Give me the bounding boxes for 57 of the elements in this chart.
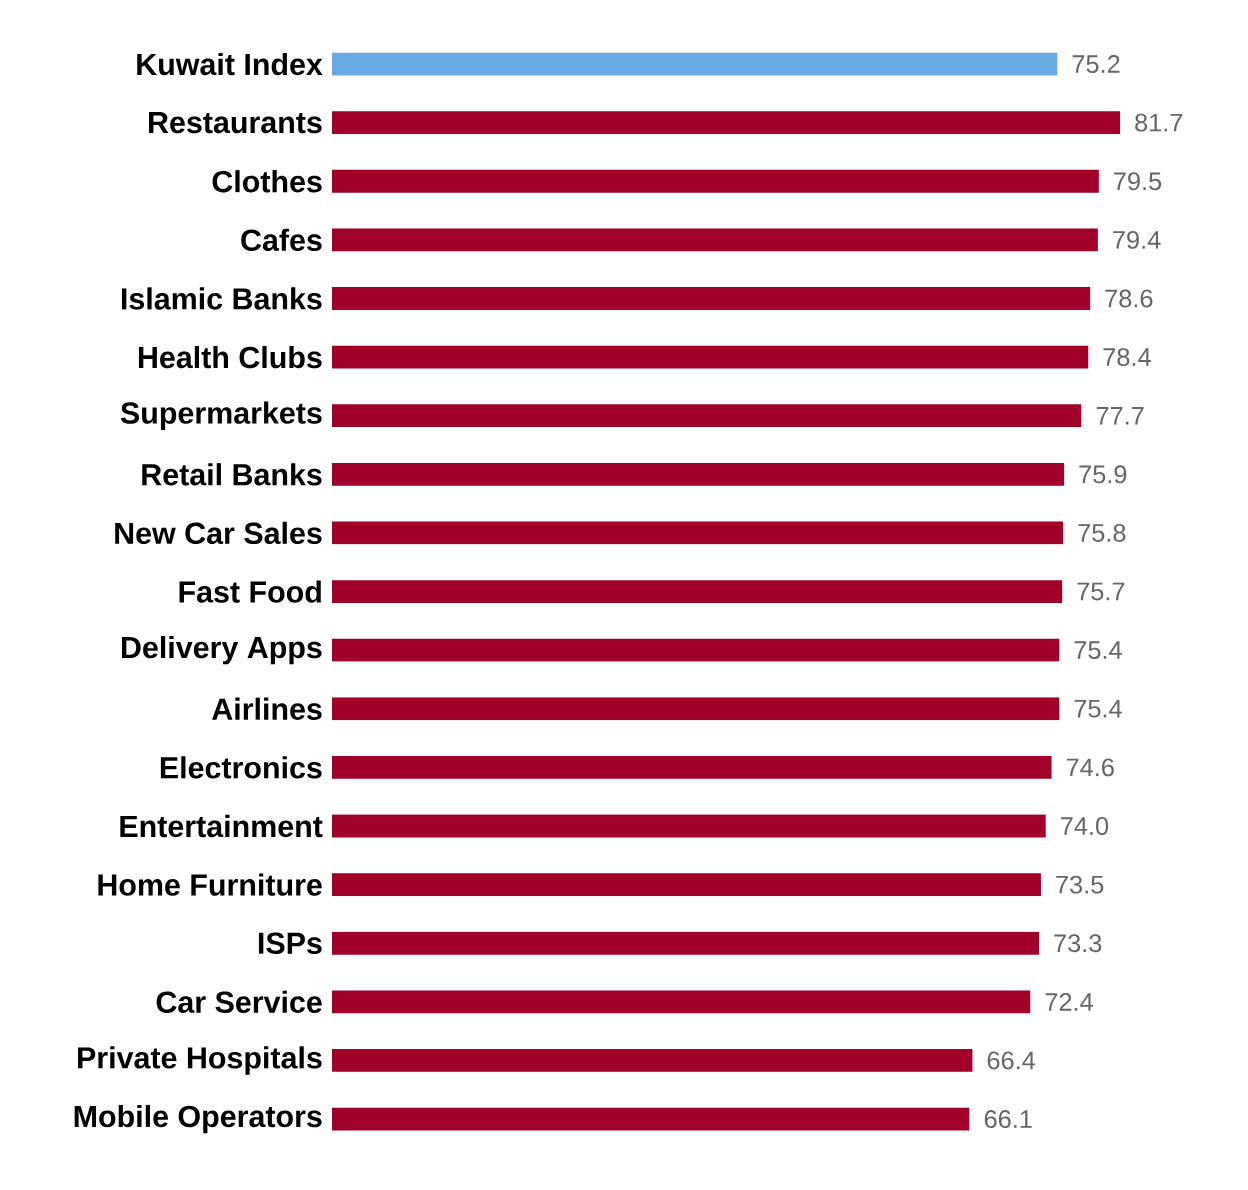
- data-label: 75.2: [1072, 54, 1120, 73]
- data-label: 74.0: [1061, 816, 1109, 835]
- y-tick-label: Retail Banks: [142, 463, 322, 486]
- bar: [331, 286, 1091, 310]
- data-label: 75.9: [1079, 465, 1127, 484]
- y-tick-label: Clothes: [212, 169, 322, 193]
- y-tick-label: Airlines: [212, 697, 322, 720]
- bar: [331, 404, 1082, 427]
- y-tick-label: Car Service: [156, 990, 322, 1013]
- y-tick-label: Fast Food: [179, 580, 321, 603]
- bar: [331, 638, 1060, 662]
- bar: [331, 52, 1058, 76]
- bar: [331, 580, 1063, 603]
- data-label: 66.1: [984, 1109, 1032, 1128]
- bar: [331, 228, 1098, 252]
- bar: [331, 697, 1060, 721]
- y-tick-label: Supermarkets: [120, 401, 322, 430]
- data-label: 78.6: [1105, 289, 1153, 308]
- bar: [331, 345, 1089, 369]
- bar: [331, 755, 1052, 779]
- data-label: 75.7: [1077, 582, 1125, 601]
- data-label: 74.6: [1066, 758, 1114, 777]
- bar: [331, 931, 1040, 955]
- y-tick-label: Kuwait Index: [137, 52, 323, 76]
- y-tick-label: Health Clubs: [138, 345, 322, 369]
- bar: [331, 1048, 973, 1072]
- data-label: 79.5: [1114, 172, 1162, 191]
- data-label: 78.4: [1103, 347, 1151, 366]
- bar: [331, 990, 1031, 1014]
- bar: [331, 111, 1121, 134]
- bar: [331, 169, 1099, 193]
- y-tick-label: ISPs: [258, 932, 322, 954]
- bar: [331, 814, 1046, 838]
- data-label: 81.7: [1135, 113, 1183, 132]
- data-label: 75.4: [1074, 699, 1122, 718]
- y-tick-label: Delivery Apps: [122, 635, 322, 665]
- y-tick-label: Home Furniture: [98, 873, 322, 896]
- data-label: 77.7: [1096, 406, 1144, 425]
- data-label: 66.4: [987, 1051, 1036, 1070]
- data-label: 75.4: [1074, 641, 1122, 659]
- y-tick-label: New Car Sales: [115, 521, 322, 544]
- y-tick-label: Restaurants: [149, 111, 322, 134]
- y-tick-label: Cafes: [241, 228, 322, 251]
- data-label: 79.4: [1113, 230, 1161, 249]
- bar: [331, 521, 1064, 545]
- bar: [331, 462, 1065, 486]
- data-label: 72.4: [1045, 992, 1093, 1011]
- y-tick-label: Mobile Operators: [74, 1104, 322, 1134]
- bar: [331, 1107, 970, 1131]
- y-tick-label: Islamic Banks: [121, 287, 322, 310]
- y-tick-label: Electronics: [160, 756, 322, 779]
- y-tick-label: Entertainment: [120, 814, 323, 838]
- data-label: 73.5: [1056, 875, 1104, 894]
- data-label: 73.3: [1054, 934, 1102, 953]
- data-label: 75.8: [1078, 523, 1126, 542]
- bar: [331, 873, 1041, 896]
- y-tick-label: Private Hospitals: [78, 1046, 322, 1075]
